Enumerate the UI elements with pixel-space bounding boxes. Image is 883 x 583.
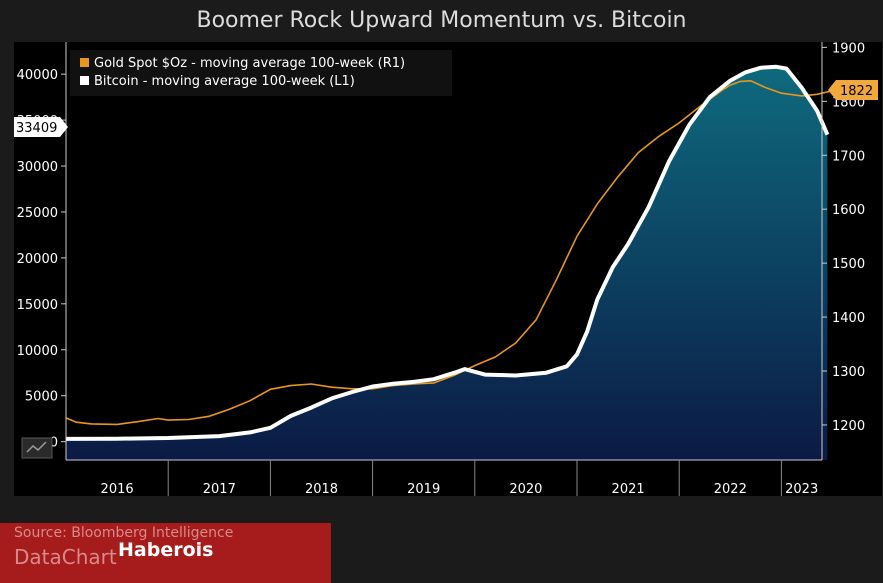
footer-brand: Haberois <box>118 539 214 561</box>
x-tick-label: 2018 <box>305 482 338 497</box>
legend-label-gold: Gold Spot $Oz - moving average 100-week … <box>94 56 405 71</box>
x-tick-label: 2022 <box>714 482 747 497</box>
right-tick-label: 1200 <box>832 419 865 434</box>
left-tick-label: 0 <box>50 436 58 451</box>
right-tick-label: 1300 <box>832 365 865 380</box>
footer-source: Source: Bloomberg Intelligence <box>14 525 234 541</box>
footer-banner: Source: Bloomberg Intelligence DataChart… <box>0 523 331 583</box>
legend-label-bitcoin: Bitcoin - moving average 100-week (L1) <box>94 74 355 89</box>
legend-swatch-bitcoin <box>80 76 89 85</box>
footer-datachart: DataChart <box>14 545 117 569</box>
right-tick-label: 1400 <box>832 311 865 326</box>
left-tick-label: 5000 <box>25 390 58 405</box>
left-tick-label: 10000 <box>17 344 58 359</box>
legend-swatch-gold <box>80 58 89 67</box>
legend: Gold Spot $Oz - moving average 100-week … <box>70 50 452 96</box>
right-tick-label: 1500 <box>832 257 865 272</box>
x-tick-label: 2021 <box>612 482 645 497</box>
last-value-badge-right: 1822 <box>828 80 878 100</box>
x-tick-label: 2020 <box>509 482 542 497</box>
bitcoin-series-line <box>65 64 830 441</box>
x-tick-label: 2016 <box>101 482 134 497</box>
bitcoin-area-fill <box>66 66 828 461</box>
left-tick-label: 25000 <box>17 206 58 221</box>
last-value-right: 1822 <box>840 84 873 99</box>
right-tick-label: 1700 <box>832 149 865 164</box>
right-tick-label: 1900 <box>832 41 865 56</box>
x-tick-label: 2017 <box>203 482 236 497</box>
left-tick-label: 40000 <box>17 68 58 83</box>
left-tick-label: 20000 <box>17 252 58 267</box>
right-tick-label: 1600 <box>832 203 865 218</box>
chart-title: Boomer Rock Upward Momentum vs. Bitcoin <box>196 8 687 33</box>
chart-type-icon[interactable] <box>21 437 53 459</box>
last-value-badge-left: 33409 <box>14 117 68 137</box>
last-value-left: 33409 <box>16 121 57 136</box>
x-tick-label: 2023 <box>785 482 818 497</box>
x-tick-label: 2019 <box>407 482 440 497</box>
left-tick-label: 30000 <box>17 160 58 175</box>
left-tick-label: 15000 <box>17 298 58 313</box>
